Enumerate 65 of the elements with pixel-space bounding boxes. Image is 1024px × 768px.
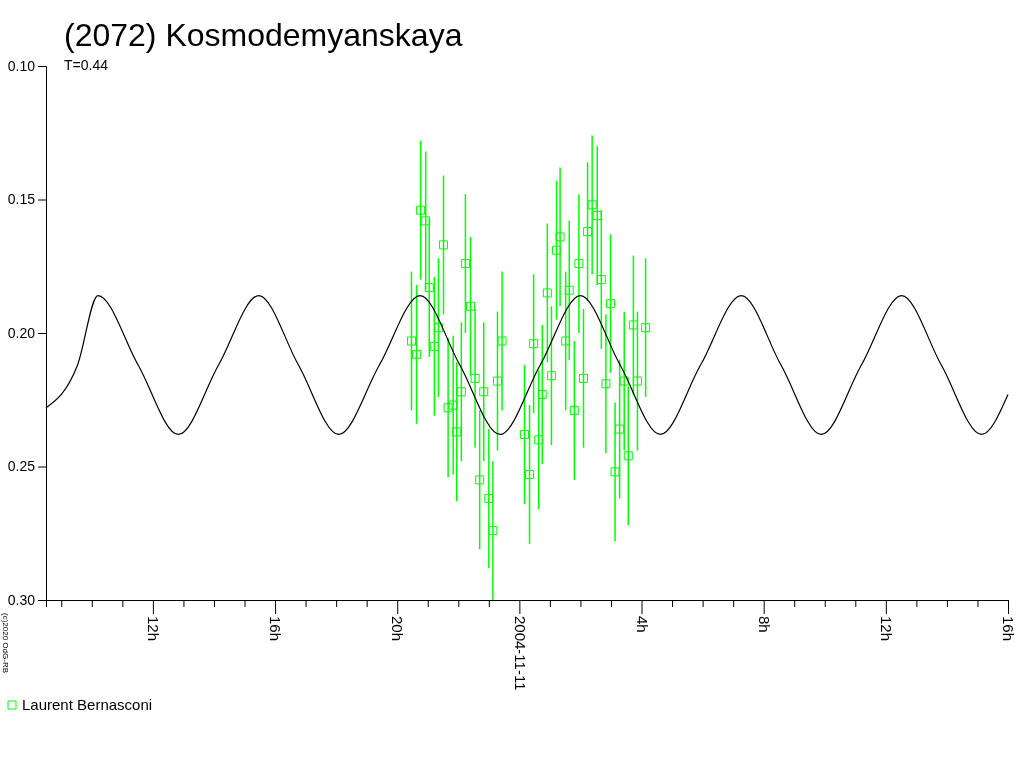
point bbox=[574, 259, 584, 269]
point bbox=[610, 467, 620, 477]
point bbox=[615, 424, 625, 434]
y-tick-label: 0.20 bbox=[7, 324, 36, 341]
point bbox=[519, 429, 529, 439]
x-tick-label: 8h bbox=[755, 616, 773, 633]
point bbox=[546, 371, 556, 381]
point bbox=[475, 475, 485, 485]
point bbox=[424, 283, 434, 293]
point bbox=[466, 301, 475, 311]
point bbox=[448, 400, 458, 410]
legend-label: Laurent Bernasconi bbox=[22, 696, 153, 713]
chart-title: (2072) Kosmodemyanskaya bbox=[64, 17, 463, 53]
point bbox=[641, 323, 651, 333]
point bbox=[412, 349, 422, 359]
x-tick-label: 12h bbox=[878, 616, 896, 642]
point bbox=[583, 227, 593, 237]
point bbox=[456, 387, 466, 397]
point bbox=[596, 275, 606, 285]
point bbox=[537, 389, 547, 399]
point bbox=[416, 205, 426, 215]
point bbox=[497, 336, 507, 346]
y-tick-label: 0.15 bbox=[7, 191, 36, 208]
y-tick-label: 0.10 bbox=[7, 57, 36, 74]
point bbox=[492, 376, 502, 386]
point bbox=[592, 211, 602, 221]
point bbox=[579, 373, 588, 383]
x-tick-label: 16h bbox=[1000, 616, 1018, 642]
point bbox=[564, 285, 574, 295]
point bbox=[605, 299, 615, 309]
x-tick-label: 2004-11-11 bbox=[511, 616, 529, 691]
point bbox=[587, 200, 597, 210]
x-tick-label: 12h bbox=[145, 616, 163, 642]
point bbox=[479, 387, 489, 397]
point bbox=[439, 240, 449, 250]
point bbox=[623, 451, 633, 461]
point bbox=[433, 323, 443, 333]
point bbox=[525, 470, 535, 480]
point bbox=[561, 336, 571, 346]
point bbox=[542, 288, 552, 298]
y-tick-label: 0.25 bbox=[7, 458, 36, 475]
point bbox=[552, 245, 562, 255]
text: (c)2020 OdG-RB bbox=[1, 613, 10, 674]
y-tick-label: 0.30 bbox=[7, 591, 36, 608]
point bbox=[443, 403, 453, 413]
point bbox=[460, 259, 470, 269]
point bbox=[628, 320, 638, 330]
annotation: T=0.44 bbox=[64, 57, 109, 73]
x-tick-label: 20h bbox=[389, 616, 407, 642]
point bbox=[470, 373, 480, 383]
point bbox=[406, 336, 416, 346]
point bbox=[429, 341, 439, 351]
point bbox=[534, 435, 544, 445]
point bbox=[601, 379, 611, 389]
point bbox=[421, 216, 431, 226]
point bbox=[555, 232, 565, 242]
x-tick-label: 4h bbox=[633, 616, 651, 633]
point bbox=[619, 376, 629, 386]
point bbox=[632, 376, 642, 386]
point bbox=[529, 339, 539, 349]
point bbox=[488, 526, 498, 536]
x-tick-label: 16h bbox=[267, 616, 285, 642]
point bbox=[484, 494, 494, 504]
point bbox=[452, 427, 462, 437]
point bbox=[569, 405, 579, 415]
